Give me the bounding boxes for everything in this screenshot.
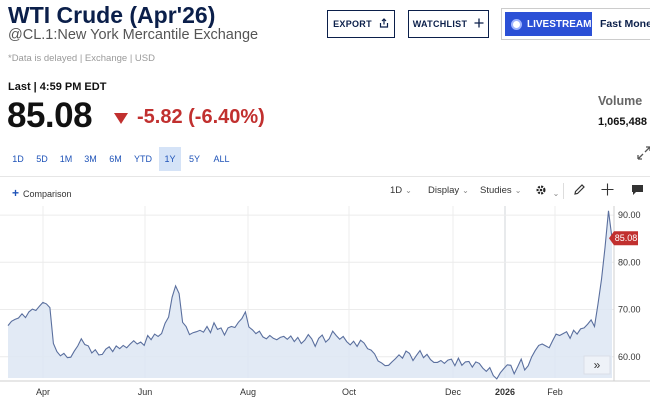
- down-arrow-icon: [114, 113, 128, 124]
- plus-icon: +: [12, 186, 20, 200]
- plus-icon: [474, 17, 484, 31]
- pencil-icon[interactable]: [573, 183, 586, 199]
- last-price-tag-label: 85.08: [615, 233, 638, 243]
- chevron-down-icon: ⌄: [462, 186, 469, 195]
- y-tick-label: 60.00: [618, 352, 641, 362]
- data-delay-note: *Data is delayed | Exchange | USD: [8, 53, 155, 64]
- range-tab-6m[interactable]: 6M: [109, 154, 122, 164]
- time-range-tabs: 1D 5D 1M 3M 6M YTD 1Y 5Y ALL: [7, 147, 237, 171]
- price-change: -5.82 (-6.40%): [114, 106, 265, 129]
- chevron-down-icon: ⌄: [405, 186, 412, 195]
- display-dropdown[interactable]: Display ⌄: [428, 185, 469, 196]
- x-tick-label: Dec: [445, 387, 462, 397]
- studies-label: Studies: [480, 185, 512, 196]
- y-tick-label: 80.00: [618, 257, 641, 267]
- live-indicator-icon: [511, 18, 522, 30]
- price-chart[interactable]: Apr Jun Aug Oct Dec 2026 Feb 60.00 70.00 80.00 90…: [0, 206, 650, 401]
- comparison-label: Comparison: [23, 189, 72, 199]
- watchlist-button[interactable]: WATCHLIST: [408, 10, 489, 38]
- export-button-label: EXPORT: [333, 19, 372, 29]
- display-label: Display: [428, 185, 460, 196]
- range-tab-1y[interactable]: 1Y: [159, 147, 181, 171]
- range-tab-1m[interactable]: 1M: [59, 154, 73, 164]
- double-chevron-right-icon: »: [594, 358, 601, 372]
- livestream-button-label: LIVESTREAM: [527, 18, 592, 30]
- gear-icon: [535, 185, 550, 199]
- x-tick-label: Aug: [240, 387, 256, 397]
- last-price: 85.08: [7, 96, 93, 135]
- last-price-tag: 85.08: [609, 231, 638, 246]
- instrument-title: WTI Crude (Apr'26): [8, 2, 216, 28]
- interval-label: 1D: [390, 185, 403, 196]
- share-icon: [379, 17, 389, 31]
- range-tab-all[interactable]: ALL: [213, 154, 230, 164]
- chevron-down-icon: ⌄: [514, 186, 522, 195]
- comparison-button[interactable]: + Comparison: [12, 186, 72, 200]
- volume-value: 1,065,488: [598, 116, 647, 128]
- last-trade-time: Last | 4:59 PM EDT: [8, 81, 107, 93]
- x-tick-label: Feb: [547, 387, 563, 397]
- x-tick-label: Jun: [138, 387, 153, 397]
- x-tick-label: 2026: [495, 387, 515, 397]
- x-tick-label: Oct: [342, 387, 357, 397]
- volume-label: Volume: [598, 94, 643, 108]
- scroll-forward-button[interactable]: »: [583, 355, 611, 375]
- y-tick-label: 90.00: [618, 210, 641, 220]
- x-tick-label: Apr: [36, 387, 50, 397]
- livestream-button[interactable]: LIVESTREAM: [505, 12, 592, 36]
- studies-dropdown[interactable]: Studies ⌄: [480, 185, 521, 196]
- price-area-fill: [8, 210, 612, 379]
- export-button[interactable]: EXPORT: [327, 10, 395, 38]
- range-tab-5y[interactable]: 5Y: [188, 154, 200, 164]
- watchlist-button-label: WATCHLIST: [412, 19, 468, 29]
- range-tab-3m[interactable]: 3M: [84, 154, 97, 164]
- instrument-subtitle: @CL.1:New York Mercantile Exchange: [8, 27, 259, 43]
- comment-icon[interactable]: [631, 184, 644, 199]
- price-change-value: -5.82 (-6.40%): [137, 106, 265, 128]
- chevron-down-icon: ⌄: [552, 189, 560, 198]
- price-line: [7, 210, 613, 380]
- crosshair-icon[interactable]: [601, 183, 614, 199]
- y-tick-label: 70.00: [618, 305, 641, 315]
- range-tab-1d[interactable]: 1D: [12, 154, 24, 164]
- settings-dropdown[interactable]: ⌄: [535, 184, 559, 199]
- expand-chart-icon[interactable]: [637, 146, 650, 163]
- toolbar-separator: [563, 183, 564, 199]
- range-tab-5d[interactable]: 5D: [36, 154, 48, 164]
- livestream-panel[interactable]: LIVESTREAM Fast Money: [501, 8, 650, 40]
- range-tab-ytd[interactable]: YTD: [134, 154, 152, 164]
- interval-dropdown[interactable]: 1D ⌄: [390, 185, 412, 196]
- fast-money-link[interactable]: Fast Money: [600, 18, 650, 30]
- toolbar-divider: [0, 176, 650, 177]
